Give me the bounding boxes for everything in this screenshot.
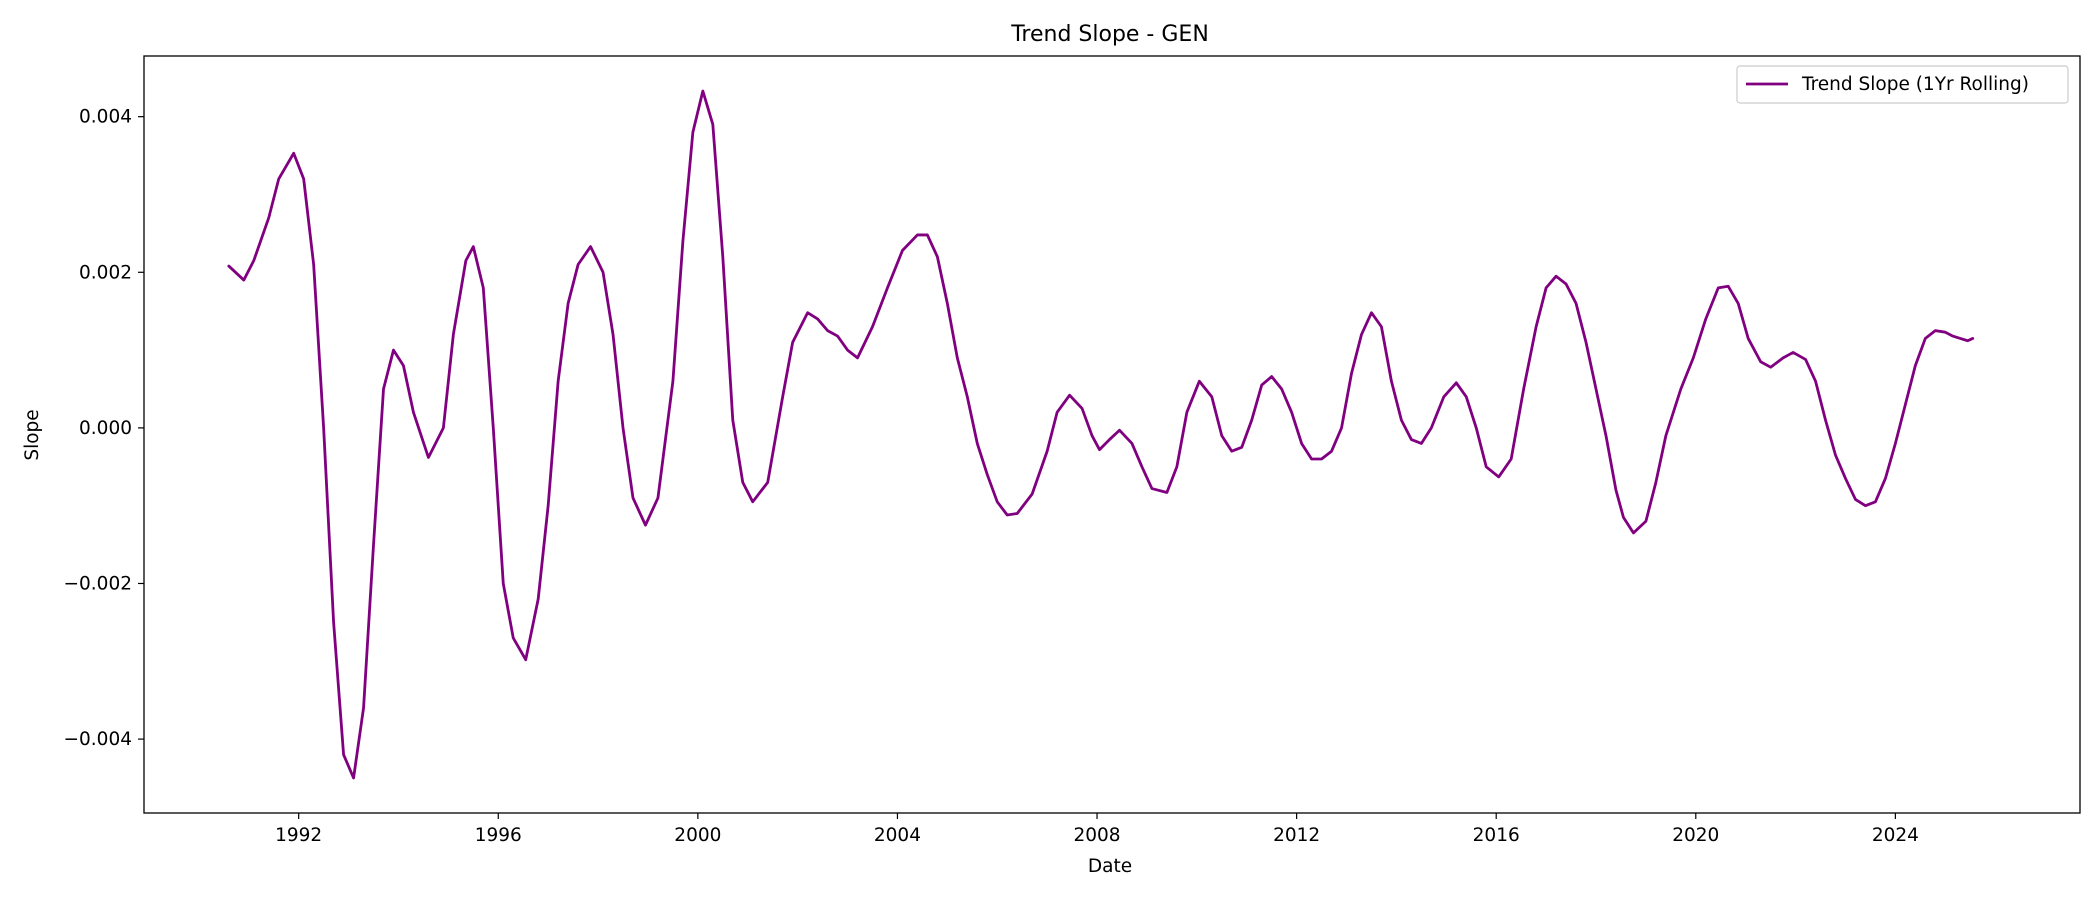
- x-tick-label: 2004: [874, 825, 921, 846]
- x-tick-label: 1992: [275, 825, 322, 846]
- axes-frame: [143, 55, 2081, 814]
- x-tick-label: 1996: [475, 825, 522, 846]
- series-line-0: [227, 89, 1975, 780]
- x-tick-label: 2012: [1273, 825, 1320, 846]
- y-tick-label: −0.002: [64, 573, 132, 594]
- x-tick-label: 2008: [1073, 825, 1120, 846]
- plot-area: [143, 55, 2081, 814]
- x-tick-label: 2000: [674, 825, 721, 846]
- x-tick-label: 2024: [1872, 825, 1919, 846]
- y-axis-label: Slope: [22, 409, 43, 460]
- legend-label-trend-slope: Trend Slope (1Yr Rolling): [1801, 74, 2029, 95]
- x-axis: 1992 1996 2000 2004 2008 2012 2016 2020 2024: [275, 813, 1919, 846]
- y-tick-label: 0.002: [79, 262, 132, 283]
- x-tick-label: 2020: [1672, 825, 1719, 846]
- x-axis-label: Date: [1088, 856, 1132, 877]
- legend-frame: [1736, 65, 2069, 104]
- y-tick-label: 0.004: [79, 107, 132, 128]
- legend: Trend Slope (1Yr Rolling): [1736, 65, 2069, 104]
- y-tick-label: −0.004: [64, 729, 132, 750]
- y-tick-label: 0.000: [79, 418, 132, 439]
- x-tick-label: 2016: [1473, 825, 1520, 846]
- chart-title: Trend Slope - GEN: [1010, 22, 1209, 47]
- y-axis: −0.004 −0.002 0.000 0.002 0.004: [64, 107, 144, 750]
